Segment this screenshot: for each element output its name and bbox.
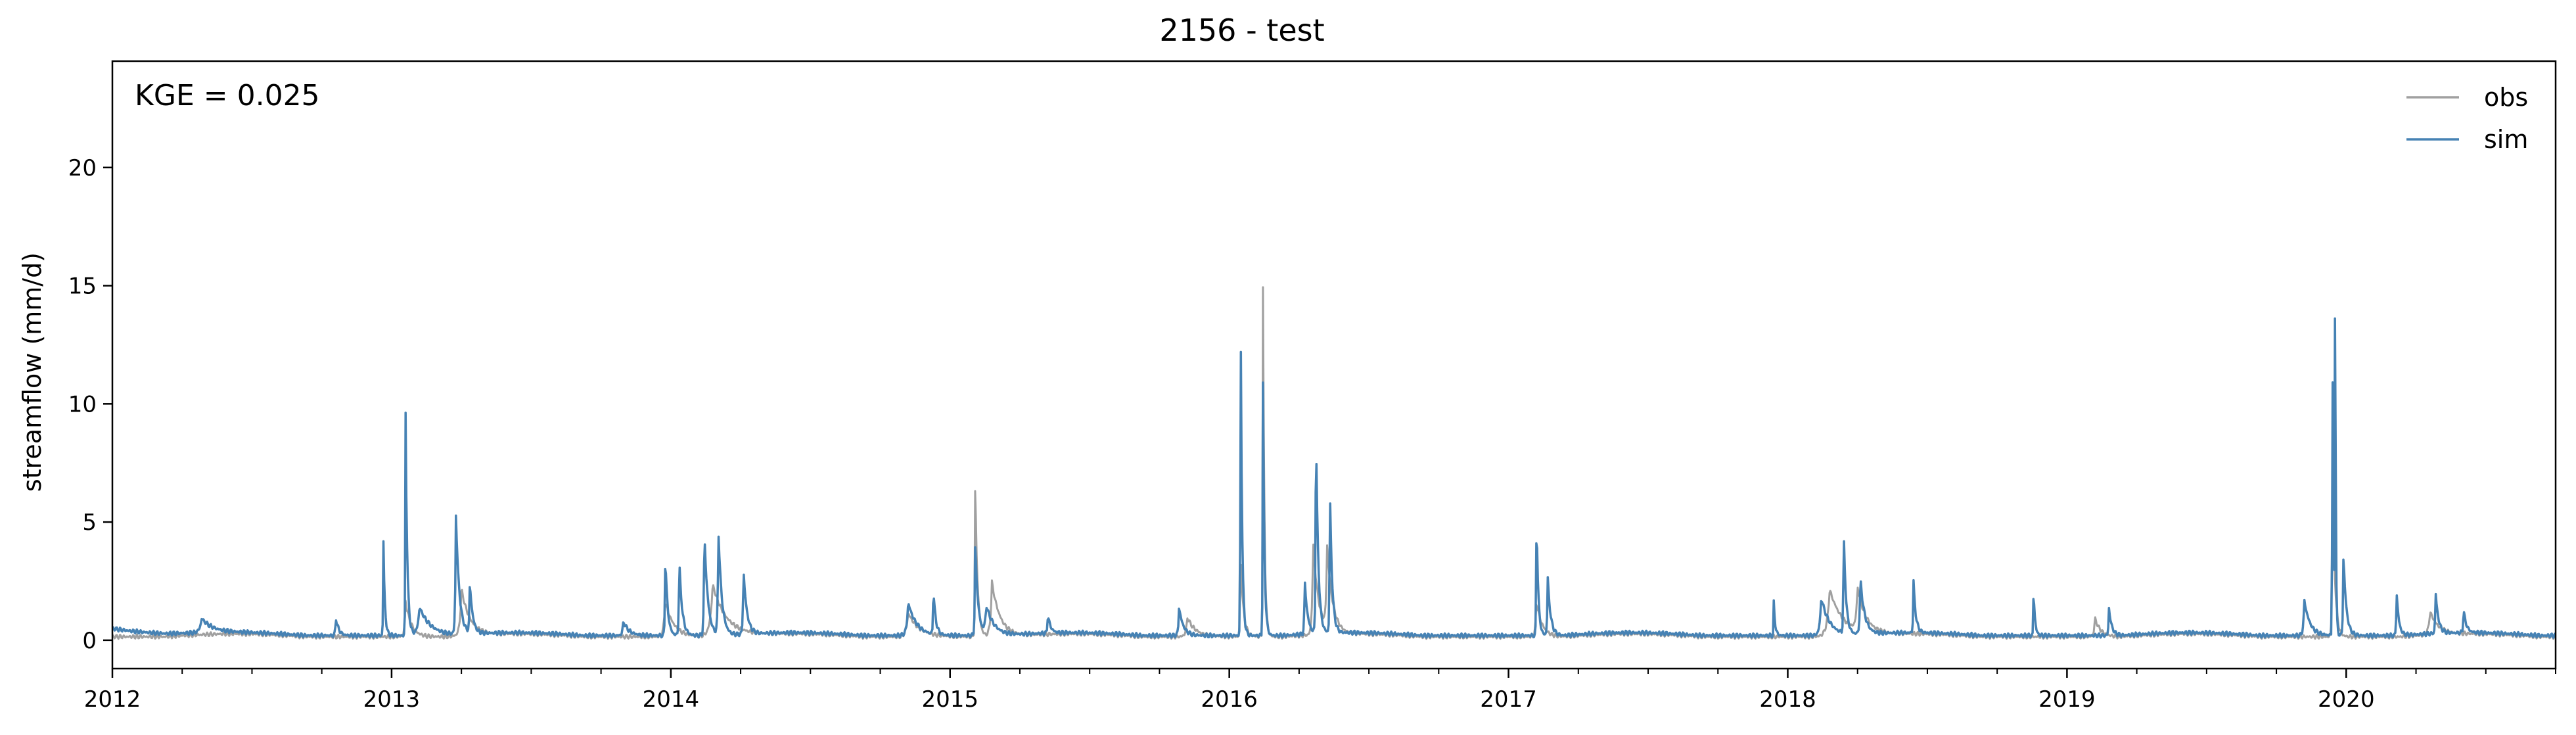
plot-area (111, 60, 2557, 670)
x-tick-label-2016: 2016 (1201, 686, 1258, 713)
plot-frame (111, 60, 2557, 670)
x-tick-label-2015: 2015 (921, 686, 978, 713)
x-tick-label-2014: 2014 (643, 686, 700, 713)
x-tick-label-2012: 2012 (84, 686, 141, 713)
x-axis: 2012 2013 2014 2015 2016 2017 2018 2019 2020 (84, 669, 2556, 713)
y-tick-label-5: 5 (82, 510, 97, 536)
y-tick-label-0: 0 (82, 628, 97, 654)
x-tick-label-2017: 2017 (1480, 686, 1537, 713)
y-axis: 0 5 10 15 20 (68, 155, 112, 654)
kge-annotation: KGE = 0.025 (135, 79, 320, 112)
x-tick-label-2013: 2013 (363, 686, 421, 713)
y-tick-label-10: 10 (68, 391, 97, 417)
y-tick-label-20: 20 (68, 155, 97, 181)
x-tick-label-2018: 2018 (1759, 686, 1816, 713)
y-tick-label-15: 15 (68, 273, 97, 300)
series-layer (111, 286, 2556, 640)
chart-title: 2156 - test (1159, 12, 1324, 48)
legend-label-sim: sim (2484, 125, 2528, 154)
x-tick-label-2020: 2020 (2318, 686, 2375, 713)
y-axis-label: streamflow (mm/d) (18, 252, 47, 492)
x-tick-label-2019: 2019 (2038, 686, 2096, 713)
legend: obs sim (2406, 83, 2528, 154)
series-line-sim (111, 317, 2556, 639)
legend-label-obs: obs (2484, 83, 2528, 112)
